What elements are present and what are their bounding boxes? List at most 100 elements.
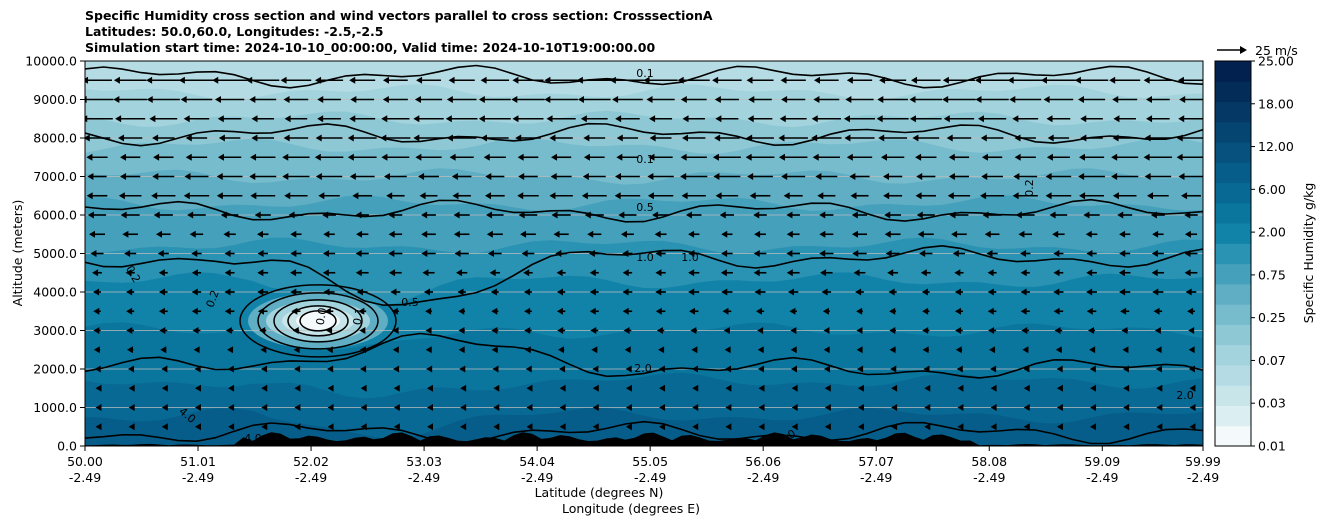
wind-arrow bbox=[152, 173, 175, 180]
wind-arrow bbox=[1185, 288, 1197, 296]
wind-arrow bbox=[511, 96, 545, 103]
wind-arrow bbox=[625, 404, 632, 411]
wind-arrow bbox=[94, 365, 101, 373]
wind-arrow bbox=[191, 269, 202, 277]
wind-arrow bbox=[1181, 192, 1201, 200]
wind-arrow bbox=[947, 192, 971, 200]
wind-arrow bbox=[452, 192, 471, 200]
x-tick-label-lon: -2.49 bbox=[747, 470, 779, 485]
wind-arrow bbox=[1046, 153, 1070, 161]
wind-arrow bbox=[523, 269, 533, 277]
wind-arrow bbox=[876, 115, 909, 123]
wind-arrow bbox=[549, 134, 573, 142]
wind-arrow bbox=[1018, 230, 1033, 238]
wind-arrow bbox=[655, 269, 666, 277]
wind-arrow bbox=[284, 192, 308, 200]
contour-label: 0.5 bbox=[636, 201, 654, 214]
wind-arrow bbox=[957, 384, 964, 392]
wind-arrow bbox=[456, 269, 468, 277]
wind-arrow bbox=[254, 211, 271, 219]
colorbar-tick-label: 6.00 bbox=[1258, 182, 1286, 197]
x-tick-label-lat: 54.04 bbox=[519, 454, 555, 469]
wind-arrow bbox=[715, 115, 739, 123]
wind-arrow bbox=[1156, 384, 1163, 392]
wind-arrow bbox=[486, 230, 503, 238]
wind-arrow bbox=[887, 269, 899, 277]
wind-arrow bbox=[1188, 365, 1195, 373]
wind-arrow bbox=[987, 288, 997, 296]
wind-arrow bbox=[1143, 153, 1173, 161]
wind-arrow bbox=[755, 307, 765, 315]
wind-arrow bbox=[227, 365, 234, 373]
wind-arrow bbox=[526, 404, 533, 411]
wind-arrow bbox=[445, 115, 478, 123]
wind-arrow bbox=[551, 211, 571, 219]
wind-arrow bbox=[214, 96, 245, 103]
wind-arrow bbox=[712, 153, 741, 161]
wind-arrow bbox=[917, 230, 934, 238]
wind-arrow bbox=[1053, 307, 1064, 315]
wind-arrow bbox=[383, 173, 407, 180]
wind-arrow bbox=[781, 96, 806, 103]
contour-line bbox=[85, 64, 1203, 89]
wind-arrow bbox=[878, 134, 908, 142]
wind-arrow bbox=[811, 134, 842, 142]
wind-arrow bbox=[261, 365, 268, 373]
wind-arrow bbox=[981, 173, 1003, 180]
wind-arrow bbox=[1014, 134, 1036, 142]
x-tick-label-lon: -2.49 bbox=[860, 470, 892, 485]
wind-arrow bbox=[556, 288, 566, 296]
wind-arrow bbox=[1009, 96, 1042, 103]
wind-arrow bbox=[85, 76, 112, 84]
wind-arrow bbox=[576, 76, 612, 84]
wind-arrow bbox=[326, 346, 333, 354]
wind-arrow bbox=[791, 365, 798, 373]
wind-arrow bbox=[1112, 134, 1137, 142]
wind-arrow bbox=[292, 327, 300, 334]
contour-label: 0.1 bbox=[351, 307, 367, 326]
wind-arrow bbox=[853, 269, 866, 277]
wind-arrow bbox=[393, 404, 400, 411]
wind-arrow bbox=[113, 76, 147, 84]
wind-arrow bbox=[1122, 346, 1129, 354]
wind-arrow bbox=[1143, 76, 1173, 84]
wind-arrow bbox=[1119, 230, 1131, 238]
wind-arrow bbox=[194, 365, 201, 373]
wind-arrow bbox=[924, 384, 931, 392]
wind-arrow bbox=[224, 307, 235, 315]
wind-arrow bbox=[583, 153, 605, 161]
wind-arrow bbox=[258, 307, 268, 315]
wind-arrow bbox=[224, 269, 235, 277]
wind-arrow bbox=[988, 327, 997, 334]
wind-arrow bbox=[688, 250, 700, 257]
terrain-silhouette bbox=[85, 432, 1203, 446]
wind-arrow bbox=[146, 76, 181, 84]
wind-arrow bbox=[883, 192, 903, 200]
colorbar-tick-label: 25.00 bbox=[1258, 54, 1294, 69]
wind-arrow bbox=[159, 327, 168, 334]
wind-arrow bbox=[260, 346, 267, 354]
contour-ring bbox=[257, 292, 379, 350]
wind-arrow bbox=[191, 307, 202, 315]
wind-arrow bbox=[192, 327, 201, 334]
contour-labels: 0.10.10.51.0 1.00.52.00.20.24.04.02.04.00… bbox=[123, 67, 1194, 447]
wind-arrow bbox=[1090, 423, 1097, 431]
wind-arrow bbox=[360, 384, 367, 392]
wind-arrow bbox=[648, 153, 673, 161]
wind-arrow bbox=[590, 327, 599, 334]
wind-arrow bbox=[980, 192, 1005, 200]
wind-arrow bbox=[690, 327, 698, 334]
wind-arrow bbox=[544, 96, 578, 103]
x-axis: 50.00-2.4951.01-2.4952.02-2.4953.03-2.49… bbox=[67, 446, 1221, 485]
wind-arrow bbox=[118, 134, 143, 142]
wind-arrow bbox=[347, 153, 377, 161]
wind-arrow bbox=[193, 346, 200, 354]
wind-arrow bbox=[757, 327, 764, 334]
wind-arrow bbox=[912, 134, 940, 142]
wind-arrow bbox=[857, 384, 864, 392]
x-tick-label-lon: -2.49 bbox=[973, 470, 1005, 485]
wind-arrow bbox=[315, 76, 344, 84]
contour-label: 0.2 bbox=[1023, 179, 1036, 197]
x-tick-label-lon: -2.49 bbox=[408, 470, 440, 485]
wind-arrow bbox=[692, 365, 699, 373]
